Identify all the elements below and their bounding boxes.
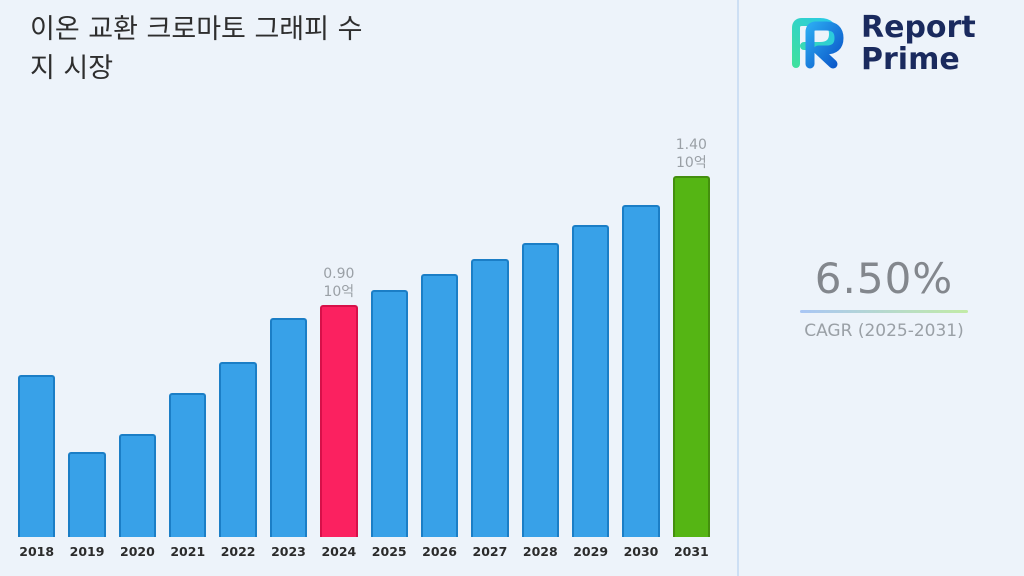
page-title-line2: 지 시장 <box>30 53 114 85</box>
bar-2028[interactable] <box>521 243 559 537</box>
panel-divider <box>737 0 739 576</box>
x-axis-label: 2020 <box>120 544 155 559</box>
reportprime-logo: Report Prime <box>786 10 976 78</box>
bar-group <box>571 117 610 537</box>
page-title-line1: 이온 교환 크로마토 그래피 수 <box>30 14 363 45</box>
bar-group <box>68 117 106 537</box>
x-axis-label: 2022 <box>220 544 256 559</box>
bar-group <box>169 117 207 537</box>
bar-group <box>471 117 509 537</box>
bar-group <box>521 117 559 537</box>
logo-text-line2: Prime <box>861 42 960 78</box>
x-axis-label: 2031 <box>673 544 709 559</box>
bar-2031[interactable] <box>672 176 711 537</box>
bar-2021[interactable] <box>169 392 207 537</box>
bar-group <box>118 117 157 537</box>
cagr-block: 6.50% CAGR (2025-2031) <box>768 254 1000 341</box>
page-title: 이온 교환 크로마토 그래피 수 지 시장 <box>30 10 490 88</box>
bar-group: 0.90 10억 <box>320 117 358 537</box>
bar-2029[interactable] <box>571 225 610 537</box>
bar-2019[interactable] <box>68 451 106 537</box>
bar-2018[interactable] <box>18 374 56 537</box>
x-axis-label: 2025 <box>371 544 407 559</box>
reportprime-logo-text: Report Prime <box>861 10 976 78</box>
x-axis-label: 2024 <box>321 544 357 559</box>
logo-text-line1: Report <box>861 10 976 45</box>
bar-group <box>269 117 308 537</box>
x-axis-label: 2023 <box>271 544 306 559</box>
bar-2030[interactable] <box>622 204 660 537</box>
bar-group <box>420 117 459 537</box>
bar-group <box>622 117 660 537</box>
bar-2020[interactable] <box>118 433 157 537</box>
bar-chart: 0.90 10억 1.40 10억 2018 2019 2020 2021 2022 2023 2… <box>18 117 711 559</box>
bar-2025[interactable] <box>370 289 408 537</box>
x-axis-label: 2018 <box>19 544 55 559</box>
bar-group: 1.40 10억 <box>672 117 711 537</box>
bar-2026[interactable] <box>420 274 459 537</box>
x-axis: 2018 2019 2020 2021 2022 2023 2024 2025 2026 2027… <box>18 544 710 559</box>
x-axis-label: 2028 <box>522 544 558 559</box>
bar-value-label: 1.40 10억 <box>675 136 707 172</box>
x-axis-label: 2021 <box>170 544 206 559</box>
x-axis-label: 2019 <box>69 544 105 559</box>
bar-group <box>18 117 56 537</box>
bar-group <box>370 117 408 537</box>
bar-value-label: 0.90 10억 <box>323 265 355 300</box>
x-axis-label: 2029 <box>573 544 609 559</box>
bar-2022[interactable] <box>219 361 257 537</box>
bar-plot-area: 0.90 10억 1.40 10억 <box>18 117 711 537</box>
x-axis-label: 2026 <box>422 544 457 559</box>
x-axis-label: 2030 <box>623 544 659 559</box>
reportprime-logo-icon <box>786 12 850 76</box>
cagr-value: 6.50% <box>814 254 954 303</box>
cagr-label: CAGR (2025-2031) <box>804 321 964 341</box>
bar-2027[interactable] <box>471 258 509 537</box>
bar-group <box>219 117 257 537</box>
bar-2023[interactable] <box>269 317 308 537</box>
cagr-underline <box>800 310 968 313</box>
bar-2024[interactable] <box>320 305 358 537</box>
x-axis-label: 2027 <box>472 544 508 559</box>
